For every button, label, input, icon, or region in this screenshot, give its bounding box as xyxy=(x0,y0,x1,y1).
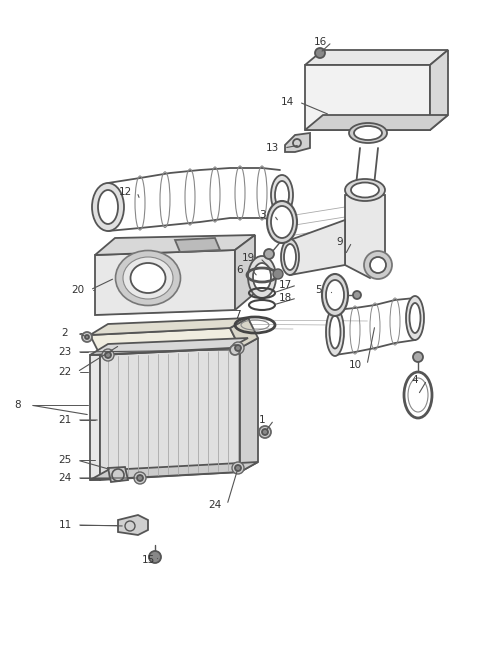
Polygon shape xyxy=(230,318,258,348)
Ellipse shape xyxy=(409,303,420,333)
Circle shape xyxy=(137,475,143,481)
Text: 1: 1 xyxy=(259,415,265,425)
Ellipse shape xyxy=(275,181,289,209)
Circle shape xyxy=(264,249,274,259)
Circle shape xyxy=(262,429,268,435)
Text: 12: 12 xyxy=(119,187,132,197)
Ellipse shape xyxy=(281,239,299,275)
Ellipse shape xyxy=(271,175,293,215)
Polygon shape xyxy=(90,462,258,480)
Polygon shape xyxy=(95,250,235,315)
Circle shape xyxy=(134,472,146,484)
Ellipse shape xyxy=(123,257,173,299)
Circle shape xyxy=(235,465,241,471)
Text: 13: 13 xyxy=(265,143,278,153)
Text: 25: 25 xyxy=(59,455,72,465)
Ellipse shape xyxy=(329,316,340,348)
Text: 24: 24 xyxy=(59,473,72,483)
Circle shape xyxy=(353,291,361,299)
Circle shape xyxy=(85,335,89,339)
Circle shape xyxy=(235,345,241,351)
Circle shape xyxy=(413,352,423,362)
Polygon shape xyxy=(95,235,255,255)
Circle shape xyxy=(105,352,111,358)
Ellipse shape xyxy=(345,179,385,201)
Ellipse shape xyxy=(357,192,375,202)
Polygon shape xyxy=(285,133,310,152)
Text: 3: 3 xyxy=(259,210,265,220)
Text: 16: 16 xyxy=(313,37,326,47)
Circle shape xyxy=(232,342,244,354)
Circle shape xyxy=(149,551,161,563)
Circle shape xyxy=(259,426,271,438)
Text: 11: 11 xyxy=(59,520,72,530)
Ellipse shape xyxy=(326,308,344,356)
Text: 2: 2 xyxy=(62,328,68,338)
Polygon shape xyxy=(290,220,345,275)
Text: 14: 14 xyxy=(280,97,294,107)
Polygon shape xyxy=(108,467,128,482)
Polygon shape xyxy=(90,318,248,335)
Text: 10: 10 xyxy=(348,360,361,370)
Text: 19: 19 xyxy=(241,253,254,263)
Polygon shape xyxy=(305,115,448,130)
Polygon shape xyxy=(235,235,255,310)
Circle shape xyxy=(82,332,92,342)
Polygon shape xyxy=(305,50,448,65)
Ellipse shape xyxy=(271,206,293,238)
Ellipse shape xyxy=(322,274,348,316)
Text: 22: 22 xyxy=(59,367,72,377)
Text: 7: 7 xyxy=(234,310,240,320)
Ellipse shape xyxy=(326,280,344,310)
Text: 4: 4 xyxy=(412,375,418,385)
Polygon shape xyxy=(305,65,430,130)
Ellipse shape xyxy=(406,296,424,340)
Polygon shape xyxy=(430,50,448,130)
Polygon shape xyxy=(345,195,385,278)
Ellipse shape xyxy=(354,126,382,140)
Ellipse shape xyxy=(284,244,296,270)
Text: 15: 15 xyxy=(142,555,155,565)
Text: 9: 9 xyxy=(336,237,343,247)
Text: 20: 20 xyxy=(72,285,84,295)
Circle shape xyxy=(102,349,114,361)
Ellipse shape xyxy=(370,257,386,273)
Text: 17: 17 xyxy=(278,280,292,290)
Circle shape xyxy=(315,48,325,58)
Circle shape xyxy=(230,345,240,355)
Ellipse shape xyxy=(92,183,124,231)
Polygon shape xyxy=(240,338,258,472)
Text: 8: 8 xyxy=(15,400,21,410)
Circle shape xyxy=(273,269,283,279)
Text: 21: 21 xyxy=(59,415,72,425)
Polygon shape xyxy=(118,515,148,535)
Polygon shape xyxy=(90,355,100,480)
Ellipse shape xyxy=(253,263,271,291)
Ellipse shape xyxy=(267,201,297,243)
Ellipse shape xyxy=(349,123,387,143)
Circle shape xyxy=(232,462,244,474)
Polygon shape xyxy=(100,348,240,480)
Text: 24: 24 xyxy=(208,500,222,510)
Text: 18: 18 xyxy=(278,293,292,303)
Ellipse shape xyxy=(351,182,379,197)
Text: 23: 23 xyxy=(59,347,72,357)
Text: 6: 6 xyxy=(237,265,243,275)
Ellipse shape xyxy=(98,190,118,224)
Polygon shape xyxy=(90,328,240,355)
Polygon shape xyxy=(175,238,220,252)
Ellipse shape xyxy=(248,256,276,298)
Text: 5: 5 xyxy=(315,285,321,295)
Polygon shape xyxy=(90,338,248,355)
Ellipse shape xyxy=(364,251,392,279)
Ellipse shape xyxy=(131,263,166,293)
Ellipse shape xyxy=(116,251,180,306)
